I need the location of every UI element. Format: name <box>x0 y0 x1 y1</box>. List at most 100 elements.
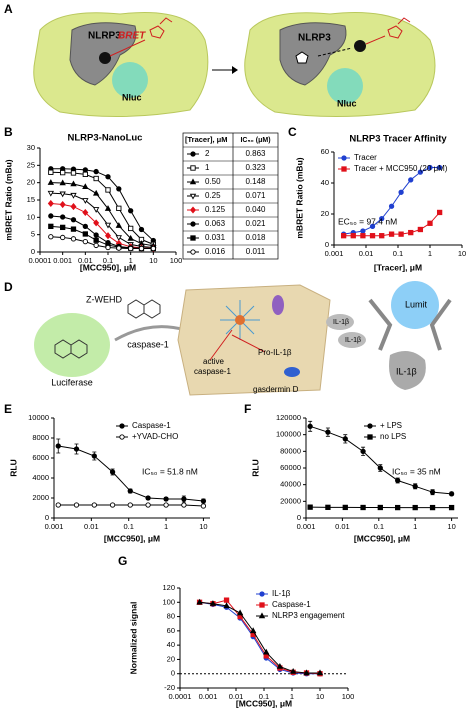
marker <box>70 226 77 232</box>
y-tick-label: 0 <box>45 513 49 522</box>
marker <box>138 245 145 252</box>
series-line <box>50 202 154 250</box>
y-tick-label: 60000 <box>280 463 301 472</box>
marker <box>47 190 54 197</box>
marker <box>398 231 404 237</box>
arrow <box>114 325 186 342</box>
il-label: IL-1β <box>333 319 349 326</box>
marker <box>307 504 313 510</box>
y-axis-label: RLU <box>8 459 18 476</box>
x-tick-label: 0.0001 <box>169 692 192 701</box>
marker <box>70 217 77 223</box>
panel-letter: C <box>288 125 297 139</box>
marker <box>448 491 455 497</box>
marker <box>417 226 424 233</box>
x-tick-label: 0.01 <box>335 522 350 531</box>
marker <box>105 244 111 251</box>
nlrp3-shape <box>279 22 347 86</box>
nluc-glow <box>112 62 148 98</box>
marker <box>128 245 134 252</box>
legend-label: Caspase-1 <box>272 600 311 609</box>
marker <box>427 220 433 226</box>
marker <box>109 502 116 508</box>
marker <box>47 199 54 208</box>
legend-marker <box>258 612 266 619</box>
nluc-label: Nluc <box>122 92 142 102</box>
marker <box>82 171 88 177</box>
x-tick-label: 0.0001 <box>29 256 52 265</box>
marker <box>412 504 418 511</box>
cell <box>177 284 331 396</box>
y-tick-label: 4000 <box>32 473 49 482</box>
marker <box>93 175 99 182</box>
legend-label: +YVAD-CHO <box>132 432 178 441</box>
marker <box>138 226 145 233</box>
y-tick-label: 60 <box>321 147 329 156</box>
y-tick-label: 120 <box>162 583 175 592</box>
marker <box>181 502 187 508</box>
table-border <box>182 132 279 260</box>
panel-letter: G <box>118 554 127 568</box>
marker <box>145 502 151 508</box>
marker <box>236 609 244 616</box>
x-axis-label: [MCC950], μM <box>236 698 292 708</box>
legend-marker <box>190 249 196 255</box>
x-tick-label: 0.01 <box>78 256 93 265</box>
marker <box>412 483 418 489</box>
table-header: IC₅₀ (μM) <box>240 137 270 144</box>
legend-label: 0.125 <box>205 205 226 214</box>
marker <box>82 183 89 190</box>
marker <box>115 235 122 242</box>
y-tick-label: 0 <box>297 513 301 522</box>
marker <box>200 503 207 509</box>
series-line <box>50 192 154 248</box>
marker <box>196 598 203 605</box>
x-tick-label: 10 <box>447 522 455 531</box>
x-tick-label: 0.1 <box>123 522 133 531</box>
marker <box>70 236 77 242</box>
x-tick-label: 1 <box>164 522 168 531</box>
annotation: IC₅₀ = 51.8 nM <box>142 466 198 476</box>
marker <box>369 233 376 239</box>
marker <box>395 477 401 484</box>
y-tick-label: 6000 <box>32 453 49 462</box>
y-tick-label: 0 <box>325 240 329 249</box>
marker <box>350 233 356 239</box>
marker <box>163 502 169 508</box>
nluc-glow <box>327 68 363 104</box>
y-tick-label: 8000 <box>32 433 49 442</box>
y-tick-label: 30 <box>27 143 35 152</box>
marker <box>116 205 122 211</box>
marker <box>377 465 383 471</box>
tracer-ball <box>354 40 366 52</box>
x-tick-label: 0.1 <box>259 692 269 701</box>
x-axis-label: [MCC950], μM <box>354 533 410 543</box>
marker <box>116 245 122 251</box>
arrow-head <box>232 66 238 74</box>
chart-title: NLRP3-NanoLuc <box>68 133 143 144</box>
table-cell: 0.323 <box>245 163 266 172</box>
legend-label: 2 <box>205 149 210 158</box>
y-axis-label: RLU <box>250 459 260 476</box>
marker <box>325 504 331 510</box>
series-line <box>50 236 154 250</box>
marker <box>289 667 297 674</box>
il-label: IL-1β <box>345 337 361 344</box>
tracer <box>109 17 173 57</box>
nluc-label: Nluc <box>337 98 357 108</box>
legend-label: 0.016 <box>205 247 226 256</box>
marker <box>115 222 122 228</box>
marker <box>82 208 89 217</box>
marker <box>249 627 257 634</box>
legend-label: 1 <box>205 163 210 172</box>
x-tick-label: 10 <box>316 692 324 701</box>
series-line <box>199 601 320 675</box>
table-cell: 0.863 <box>245 149 266 158</box>
x-tick-label: 0.001 <box>325 249 344 258</box>
marker <box>128 225 134 232</box>
marker <box>48 213 54 219</box>
marker <box>223 602 230 609</box>
marker <box>360 228 366 234</box>
marker <box>93 232 99 238</box>
panel-letter: D <box>4 280 13 294</box>
